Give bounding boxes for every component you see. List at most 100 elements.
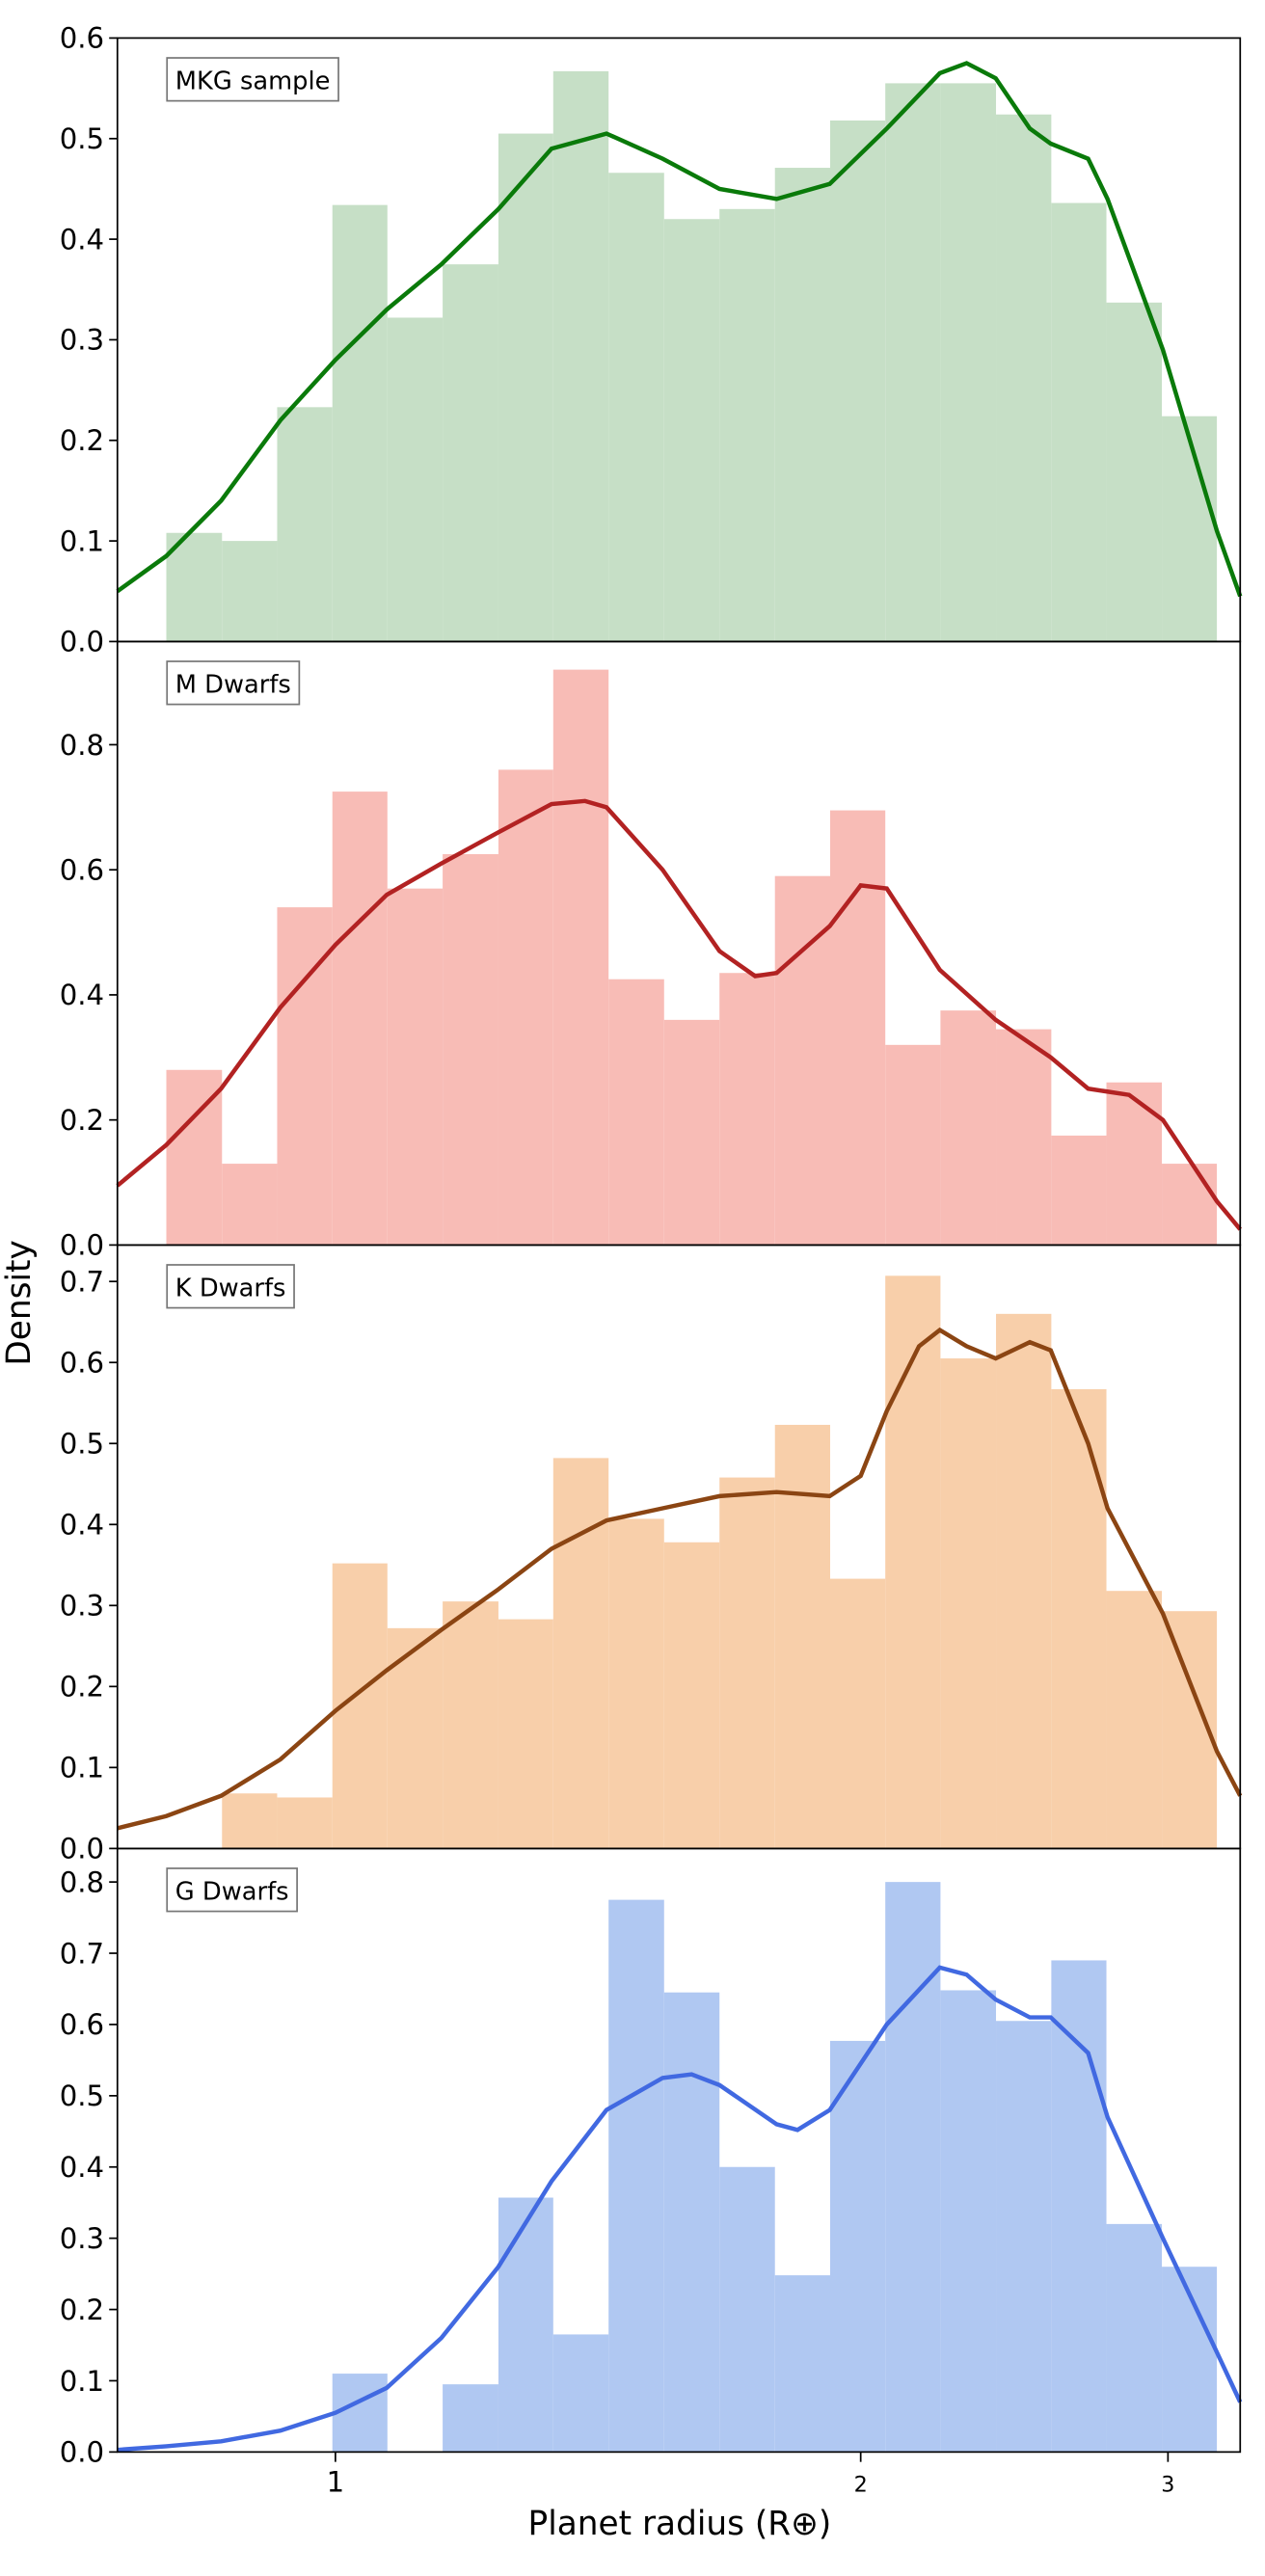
y-tick-label: 0.6 bbox=[60, 22, 104, 55]
bar bbox=[940, 1990, 997, 2453]
bar bbox=[719, 208, 775, 642]
bar bbox=[443, 1601, 498, 1849]
x-axis-label: Planet radius (R⊕) bbox=[528, 2505, 832, 2543]
bar bbox=[443, 264, 498, 642]
bar bbox=[663, 219, 720, 642]
y-tick-label: 0.4 bbox=[60, 979, 104, 1011]
bar bbox=[608, 1518, 664, 1849]
bar bbox=[498, 2197, 553, 2453]
y-tick-label: 0.4 bbox=[60, 1509, 104, 1542]
bar bbox=[996, 2021, 1052, 2453]
bar bbox=[608, 979, 664, 1246]
y-tick-label: 0.0 bbox=[60, 1833, 104, 1865]
y-tick-label: 0.2 bbox=[60, 2294, 104, 2326]
bar bbox=[774, 875, 830, 1246]
bar bbox=[443, 853, 498, 1246]
bar bbox=[996, 114, 1052, 642]
y-tick-label: 0.8 bbox=[60, 1865, 104, 1898]
bar bbox=[608, 1899, 664, 2453]
y-tick-label: 0.5 bbox=[60, 2080, 104, 2112]
bar bbox=[719, 1477, 775, 1849]
bar bbox=[885, 1882, 941, 2453]
bar bbox=[222, 541, 278, 642]
bar bbox=[1162, 1164, 1218, 1246]
label-box bbox=[166, 660, 301, 706]
bar bbox=[885, 1275, 941, 1849]
kde-line bbox=[116, 798, 1242, 1231]
x-tick-label: 2 bbox=[854, 2473, 868, 2498]
bar bbox=[498, 1619, 553, 1849]
bar bbox=[332, 2374, 388, 2453]
bar bbox=[940, 1358, 997, 1849]
bar bbox=[940, 1010, 997, 1246]
y-tick-label: 0.3 bbox=[60, 1590, 104, 1623]
bar bbox=[829, 2040, 886, 2453]
bar bbox=[277, 907, 333, 1246]
bar bbox=[1106, 1082, 1163, 1246]
kde-line bbox=[116, 61, 1243, 598]
bar bbox=[663, 1542, 720, 1849]
bar bbox=[498, 769, 553, 1246]
y-tick-label: 0.7 bbox=[60, 1266, 104, 1299]
bar bbox=[552, 70, 609, 642]
bar bbox=[996, 1313, 1052, 1849]
label-box bbox=[166, 1867, 298, 1913]
y-tick-label: 0.0 bbox=[60, 1229, 104, 1262]
y-tick-label: 0.0 bbox=[60, 2436, 104, 2469]
bar bbox=[1051, 1388, 1107, 1849]
y-tick-label: 0.1 bbox=[60, 2365, 104, 2398]
y-tick-label: 0.7 bbox=[60, 1937, 104, 1970]
y-tick-label: 0.5 bbox=[60, 122, 104, 155]
bar bbox=[719, 973, 775, 1246]
y-tick-label: 0.1 bbox=[60, 1752, 104, 1784]
bar bbox=[1051, 1960, 1107, 2453]
y-tick-label: 0.4 bbox=[60, 2151, 104, 2184]
plot-frame bbox=[116, 1847, 1242, 2454]
y-tick-label: 0.2 bbox=[60, 1104, 104, 1137]
bar bbox=[552, 2334, 609, 2453]
bar bbox=[1106, 1591, 1163, 1849]
bar bbox=[277, 407, 333, 642]
panel-label: K Dwarfs bbox=[175, 1275, 286, 1303]
y-tick-label: 0.3 bbox=[60, 324, 104, 357]
kde-line bbox=[117, 1965, 1243, 2453]
y-tick-label: 0.5 bbox=[60, 1428, 104, 1461]
bar bbox=[663, 1992, 720, 2453]
panel-label: G Dwarfs bbox=[175, 1878, 289, 1907]
bar bbox=[1106, 2223, 1163, 2453]
bar bbox=[277, 1797, 333, 1849]
bar bbox=[1162, 416, 1218, 642]
x-tick-label: 3 bbox=[1161, 2473, 1174, 2498]
kde-line bbox=[117, 1327, 1243, 1831]
bar bbox=[1051, 202, 1107, 642]
bar bbox=[332, 204, 388, 642]
y-tick-label: 0.6 bbox=[60, 2008, 104, 2041]
bar bbox=[608, 173, 664, 642]
bar bbox=[663, 1019, 720, 1246]
bar bbox=[885, 1044, 941, 1246]
y-tick-label: 0.8 bbox=[60, 729, 104, 762]
y-tick-label: 0.6 bbox=[60, 1347, 104, 1380]
y-tick-label: 0.3 bbox=[60, 2222, 104, 2255]
bar bbox=[222, 1793, 278, 1849]
y-tick-label: 0.1 bbox=[60, 524, 104, 557]
y-tick-label: 0.0 bbox=[60, 626, 104, 658]
bar bbox=[940, 83, 997, 642]
bar bbox=[719, 2166, 775, 2453]
panel-label: M Dwarfs bbox=[175, 671, 291, 700]
bar bbox=[1051, 1135, 1107, 1246]
y-axis-label: Density bbox=[0, 1240, 39, 1365]
bar bbox=[774, 1424, 830, 1849]
bar bbox=[885, 83, 941, 642]
y-tick-label: 0.2 bbox=[60, 1671, 104, 1704]
bar bbox=[774, 168, 830, 642]
bar bbox=[222, 1164, 278, 1246]
y-tick-label: 0.4 bbox=[60, 223, 104, 255]
bar bbox=[829, 1578, 886, 1849]
panel-label: MKG sample bbox=[175, 67, 331, 96]
bar bbox=[387, 888, 444, 1246]
x-tick-label: 1 bbox=[327, 2466, 345, 2499]
label-box bbox=[166, 1264, 295, 1309]
bar bbox=[166, 532, 223, 642]
